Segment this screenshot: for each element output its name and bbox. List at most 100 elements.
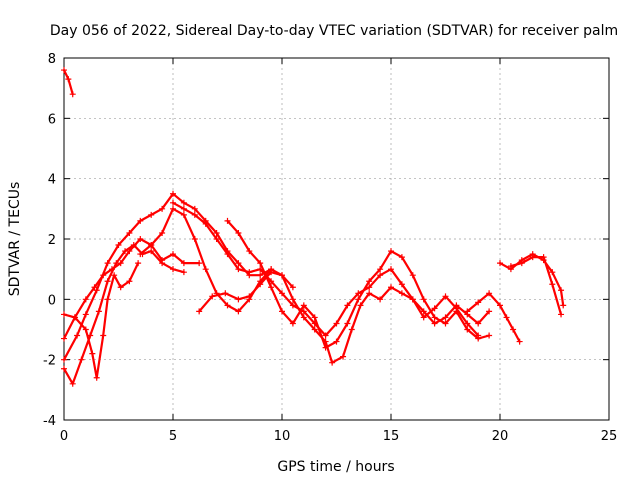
data-point (268, 284, 275, 291)
series-line (498, 253, 565, 307)
data-point (377, 272, 384, 279)
axis-ticks: 0 5 10 15 20 25 -4 -2 0 2 4 6 8 (43, 52, 617, 444)
data-point (420, 308, 427, 315)
data-point (357, 302, 364, 309)
series-trace-c (61, 242, 187, 387)
data-point (148, 242, 155, 249)
data-point (453, 305, 460, 312)
data-point (69, 91, 76, 98)
data-point (464, 308, 471, 315)
data-point (388, 266, 394, 273)
data-point (82, 311, 89, 318)
x-tick-label: 5 (169, 429, 177, 444)
data-point (558, 311, 565, 318)
data-point (279, 308, 285, 315)
data-point (486, 332, 493, 339)
data-point (93, 287, 100, 294)
data-point (191, 205, 198, 212)
data-point (289, 296, 296, 303)
data-point (549, 269, 556, 276)
data-point (170, 205, 176, 212)
data-point (196, 260, 203, 267)
data-point (196, 308, 203, 315)
data-point (366, 284, 373, 291)
data-point (65, 76, 72, 83)
data-point (113, 260, 120, 267)
data-point (159, 205, 166, 212)
y-tick-label: 2 (48, 233, 56, 248)
data-point (268, 269, 275, 276)
data-point (340, 353, 347, 360)
data-point (344, 320, 351, 327)
data-point (333, 320, 340, 327)
data-point (148, 248, 155, 255)
series-trace-g (170, 199, 493, 339)
data-point (300, 302, 307, 309)
data-point (311, 314, 318, 321)
data-point (398, 254, 405, 261)
data-point (170, 199, 176, 206)
data-point (549, 281, 556, 288)
data-point (464, 326, 471, 333)
data-point (366, 290, 373, 297)
data-point (126, 229, 133, 236)
data-point (503, 314, 510, 321)
data-point (388, 284, 394, 291)
data-point (279, 290, 285, 297)
data-point (61, 356, 67, 363)
data-point (130, 242, 137, 249)
data-point (180, 269, 187, 276)
data-point (170, 251, 176, 258)
data-point (322, 338, 329, 345)
data-point (222, 290, 229, 297)
data-point (61, 311, 67, 318)
data-point (246, 269, 253, 276)
series-line (171, 201, 491, 337)
data-point (82, 296, 89, 303)
x-tick-label: 25 (601, 429, 618, 444)
y-tick-label: 0 (48, 293, 56, 308)
data-point (213, 236, 220, 242)
data-point (344, 302, 351, 309)
data-point (409, 296, 416, 303)
data-point (257, 272, 264, 279)
data-point (191, 211, 198, 218)
series-trace-i (196, 269, 482, 366)
data-point (442, 293, 449, 300)
data-point (235, 296, 242, 303)
data-point (69, 380, 76, 387)
data-point (61, 335, 67, 342)
data-point (159, 229, 166, 236)
data-point (224, 251, 231, 258)
data-point (475, 320, 482, 327)
data-point (137, 236, 144, 242)
data-point (126, 278, 133, 285)
data-point (442, 314, 449, 321)
data-point (486, 290, 493, 297)
data-point (104, 260, 111, 267)
y-axis-label: SDTVAR / TECUs (7, 182, 23, 297)
data-point (289, 302, 296, 309)
data-point (311, 326, 318, 333)
data-point (398, 290, 405, 297)
data-point (111, 272, 118, 279)
data-point (516, 338, 523, 345)
data-point (61, 365, 67, 372)
data-point (71, 314, 78, 321)
data-point (409, 272, 416, 279)
series-trace-a (61, 67, 76, 98)
y-tick-label: 8 (48, 52, 56, 67)
data-point (510, 326, 517, 333)
grid (64, 58, 609, 420)
series-line (466, 292, 521, 343)
data-point (540, 254, 547, 261)
data-point (61, 67, 67, 74)
data-point (333, 338, 340, 345)
data-point (202, 220, 209, 227)
data-point (322, 332, 329, 339)
data-point (257, 260, 264, 267)
data-point (507, 263, 514, 270)
data-point (398, 281, 405, 288)
series-trace-e (61, 190, 296, 363)
x-axis-label: GPS time / hours (277, 459, 394, 475)
